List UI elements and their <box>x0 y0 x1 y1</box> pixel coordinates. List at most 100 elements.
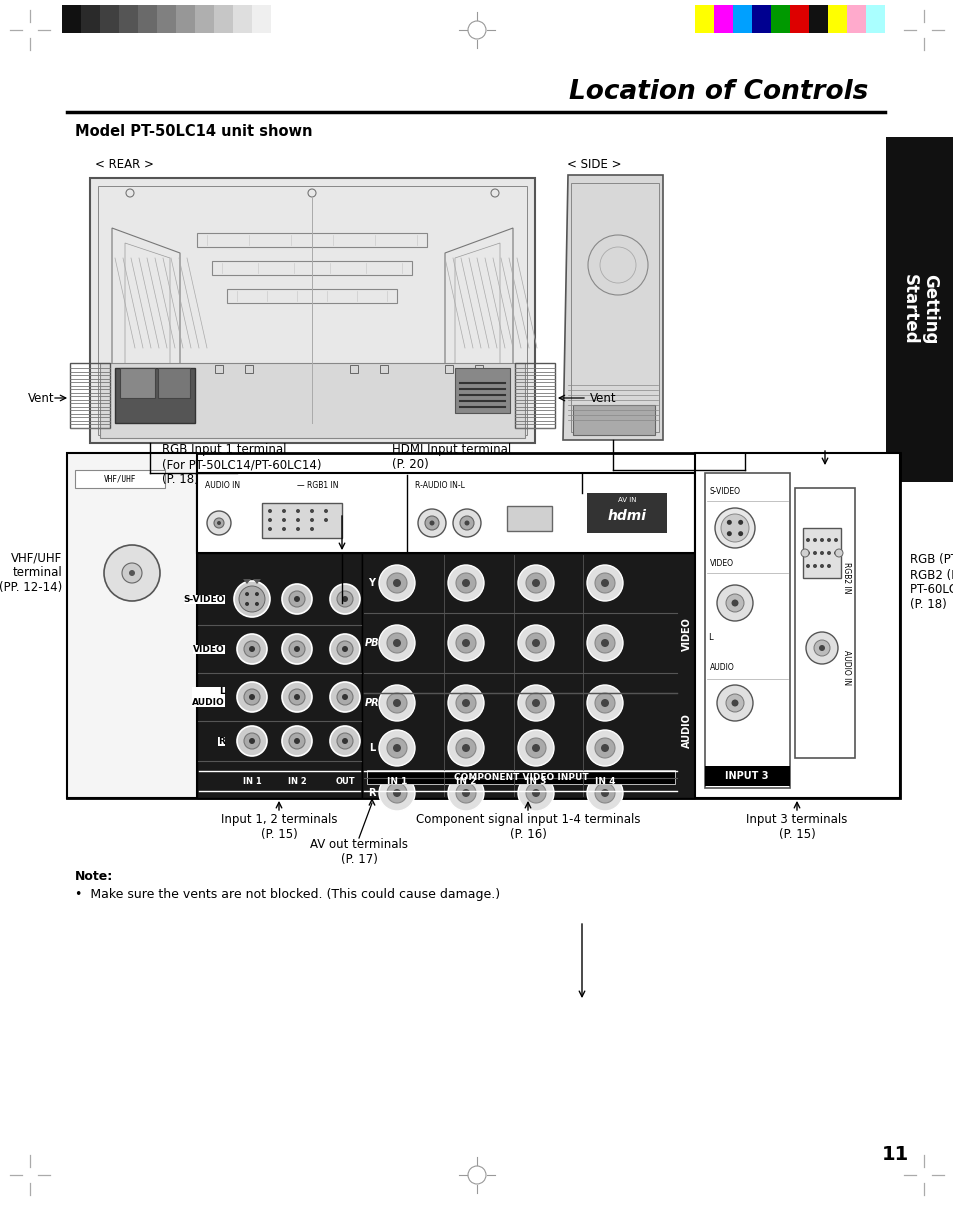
Circle shape <box>249 694 254 700</box>
Bar <box>75 470 165 488</box>
Circle shape <box>282 634 312 664</box>
Bar <box>70 363 110 428</box>
Text: AUDIO IN: AUDIO IN <box>205 481 240 489</box>
Circle shape <box>244 733 260 750</box>
Circle shape <box>834 549 842 557</box>
Circle shape <box>336 641 353 657</box>
Circle shape <box>330 725 359 756</box>
Circle shape <box>812 537 816 542</box>
Bar <box>475 365 482 374</box>
Bar <box>885 137 953 482</box>
Circle shape <box>341 737 348 743</box>
Circle shape <box>289 590 305 607</box>
Bar <box>214 365 223 374</box>
Text: < SIDE >: < SIDE > <box>566 159 620 171</box>
Circle shape <box>517 730 554 766</box>
Circle shape <box>456 737 476 758</box>
Circle shape <box>461 743 470 752</box>
Text: S-VIDEO: S-VIDEO <box>709 487 740 495</box>
Text: S-VIDEO: S-VIDEO <box>183 594 225 604</box>
Circle shape <box>310 509 314 513</box>
Circle shape <box>833 537 837 542</box>
Circle shape <box>812 551 816 556</box>
Circle shape <box>525 693 545 713</box>
Circle shape <box>595 783 615 803</box>
Circle shape <box>310 527 314 531</box>
Bar <box>770 5 789 33</box>
Bar <box>196 233 427 247</box>
Circle shape <box>245 592 249 596</box>
Bar <box>194 5 213 33</box>
Bar <box>455 368 510 413</box>
Circle shape <box>586 684 622 721</box>
Circle shape <box>532 743 539 752</box>
Bar <box>695 5 713 33</box>
Circle shape <box>282 518 286 522</box>
Polygon shape <box>243 578 251 584</box>
Circle shape <box>517 684 554 721</box>
Bar <box>119 5 138 33</box>
Polygon shape <box>562 175 662 440</box>
Circle shape <box>216 521 221 525</box>
Bar <box>802 528 841 578</box>
Text: PR: PR <box>364 698 379 709</box>
Bar <box>704 474 789 788</box>
Circle shape <box>282 584 312 615</box>
Text: VHF/UHF
terminal
(PP. 12-14): VHF/UHF terminal (PP. 12-14) <box>0 552 62 594</box>
Circle shape <box>294 596 299 602</box>
Text: OUT: OUT <box>335 776 355 786</box>
Circle shape <box>448 625 483 662</box>
Text: R: R <box>368 788 375 798</box>
Circle shape <box>820 564 823 568</box>
Circle shape <box>294 694 299 700</box>
Circle shape <box>213 518 224 528</box>
Circle shape <box>417 509 446 537</box>
Circle shape <box>600 789 608 797</box>
Circle shape <box>525 633 545 653</box>
Circle shape <box>826 564 830 568</box>
Circle shape <box>249 646 254 652</box>
Text: RGB (PT-43LC14) or
RGB2 (PT-50LC14/
PT-60LC14) Input terminal
(P. 18): RGB (PT-43LC14) or RGB2 (PT-50LC14/ PT-6… <box>909 553 953 611</box>
Circle shape <box>456 783 476 803</box>
Circle shape <box>820 537 823 542</box>
Bar <box>90 178 535 443</box>
Text: Getting
Started: Getting Started <box>900 275 939 345</box>
Bar <box>175 5 194 33</box>
Bar <box>444 365 453 374</box>
Bar <box>212 261 412 275</box>
Circle shape <box>600 639 608 647</box>
Bar <box>245 365 253 374</box>
Text: IN 4: IN 4 <box>594 776 615 786</box>
Circle shape <box>336 689 353 705</box>
Text: Component signal input 1-4 terminals
(P. 16): Component signal input 1-4 terminals (P.… <box>416 813 639 841</box>
Circle shape <box>738 519 742 525</box>
Circle shape <box>813 640 829 656</box>
Text: Input 1, 2 terminals
(P. 15): Input 1, 2 terminals (P. 15) <box>220 813 337 841</box>
Text: hdmi: hdmi <box>607 509 646 523</box>
Circle shape <box>393 743 400 752</box>
Circle shape <box>725 694 743 712</box>
Bar <box>81 5 100 33</box>
Bar <box>695 453 899 798</box>
Circle shape <box>393 789 400 797</box>
Text: IN 2: IN 2 <box>287 776 306 786</box>
Circle shape <box>717 684 752 721</box>
Circle shape <box>336 733 353 750</box>
Circle shape <box>532 789 539 797</box>
Circle shape <box>104 545 160 601</box>
Text: PB: PB <box>364 637 379 648</box>
Circle shape <box>282 509 286 513</box>
Circle shape <box>731 699 738 706</box>
Bar <box>67 453 196 798</box>
Circle shape <box>826 551 830 556</box>
Circle shape <box>207 511 231 535</box>
Text: L: L <box>707 634 712 642</box>
Bar <box>227 289 396 302</box>
Bar <box>120 368 154 398</box>
Circle shape <box>525 574 545 593</box>
Circle shape <box>805 564 809 568</box>
Bar <box>571 183 659 433</box>
Circle shape <box>393 639 400 647</box>
Circle shape <box>129 570 135 576</box>
Circle shape <box>295 518 299 522</box>
